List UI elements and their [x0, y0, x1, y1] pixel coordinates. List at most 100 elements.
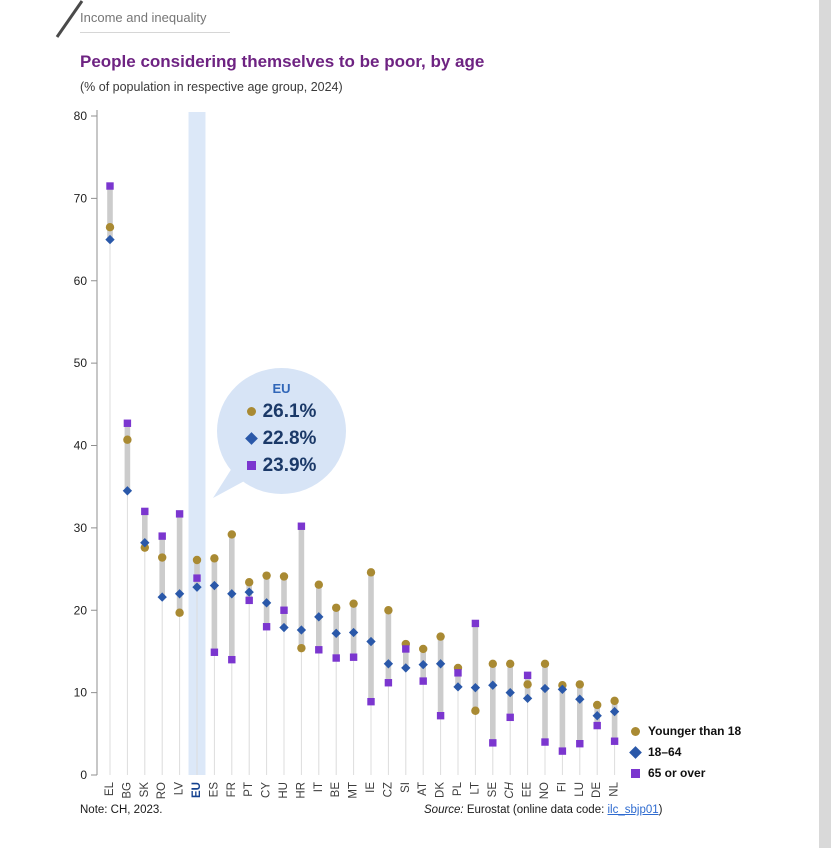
marker-18–64-AT[interactable] [418, 659, 428, 670]
marker-younger-than-18-EE[interactable] [523, 680, 532, 689]
x-tick-label-EU: EU [191, 782, 203, 798]
marker-18–64-IT[interactable] [314, 612, 324, 622]
x-tick-label-IT: IT [313, 782, 325, 792]
marker-65-or-over-MT[interactable] [349, 653, 358, 661]
marker-18–64-HR[interactable] [296, 625, 307, 635]
marker-younger-than-18-DE[interactable] [593, 700, 602, 710]
marker-65-or-over-NO[interactable] [541, 738, 549, 746]
blue-diamond-icon [244, 432, 258, 445]
marker-18–64-LV[interactable] [174, 589, 185, 599]
marker-younger-than-18-FR[interactable] [227, 530, 236, 539]
marker-65-or-over-EE[interactable] [523, 671, 532, 680]
marker-65-or-over-PL[interactable] [454, 669, 462, 677]
y-tick-label: 0 [80, 768, 87, 782]
marker-18–64-NO[interactable] [540, 683, 550, 694]
marker-65-or-over-PT[interactable] [245, 596, 253, 605]
marker-65-or-over-CZ[interactable] [384, 679, 393, 687]
marker-younger-than-18-MT[interactable] [349, 599, 358, 608]
marker-65-or-over-SI[interactable] [402, 645, 410, 653]
marker-younger-than-18-BE[interactable] [332, 603, 341, 612]
x-tick-label-LV: LV [174, 782, 186, 796]
marker-18–64-CZ[interactable] [383, 659, 394, 669]
marker-younger-than-18-SE[interactable] [488, 659, 497, 668]
marker-65-or-over-LT[interactable] [471, 619, 480, 628]
marker-younger-than-18-CH[interactable] [506, 659, 515, 668]
marker-65-or-over-LU[interactable] [576, 739, 584, 748]
marker-65-or-over-IT[interactable] [315, 646, 323, 654]
marker-younger-than-18-EL[interactable] [105, 223, 115, 232]
marker-younger-than-18-ES[interactable] [210, 554, 219, 563]
marker-18–64-EE[interactable] [522, 693, 533, 704]
source-link[interactable]: ilc_sbjp01 [607, 804, 659, 816]
marker-65-or-over-FR[interactable] [228, 655, 236, 664]
marker-younger-than-18-LU[interactable] [575, 680, 584, 689]
y-tick-label: 20 [74, 603, 88, 617]
marker-younger-than-18-IT[interactable] [314, 580, 323, 589]
marker-65-or-over-LV[interactable] [175, 510, 184, 518]
marker-18–64-CH[interactable] [505, 687, 515, 698]
marker-18–64-SI[interactable] [401, 663, 411, 673]
marker-18–64-IE[interactable] [366, 636, 376, 647]
marker-younger-than-18-CZ[interactable] [384, 606, 393, 615]
marker-younger-than-18-LV[interactable] [175, 608, 184, 617]
marker-18–64-LU[interactable] [575, 694, 585, 704]
breadcrumb-label: Income and inequality [80, 10, 207, 25]
marker-18–64-PT[interactable] [244, 587, 254, 597]
marker-younger-than-18-BG[interactable] [123, 435, 132, 444]
range-bar [194, 556, 200, 591]
marker-18–64-EL[interactable] [105, 234, 115, 245]
marker-18–64-SK[interactable] [140, 538, 150, 548]
marker-65-or-over-DK[interactable] [436, 711, 445, 720]
marker-18–64-BG[interactable] [122, 486, 133, 496]
marker-65-or-over-DE[interactable] [593, 721, 601, 730]
marker-65-or-over-CH[interactable] [506, 713, 514, 722]
marker-younger-than-18-CY[interactable] [262, 571, 271, 580]
marker-18–64-NL[interactable] [609, 706, 620, 717]
marker-65-or-over-CY[interactable] [262, 623, 271, 631]
marker-18–64-LT[interactable] [470, 683, 481, 693]
marker-18–64-FR[interactable] [227, 589, 237, 599]
marker-18–64-EU[interactable] [192, 582, 202, 592]
x-tick-label-HU: HU [278, 782, 290, 799]
marker-65-or-over-FI[interactable] [558, 747, 567, 755]
marker-65-or-over-HR[interactable] [297, 522, 306, 530]
x-tick-label-BE: BE [330, 782, 342, 798]
marker-younger-than-18-IE[interactable] [366, 568, 376, 577]
marker-65-or-over-BE[interactable] [332, 654, 340, 662]
marker-18–64-CY[interactable] [261, 598, 272, 608]
marker-65-or-over-ES[interactable] [210, 648, 219, 656]
marker-18–64-DE[interactable] [592, 711, 602, 721]
marker-18–64-MT[interactable] [348, 627, 359, 638]
range-bar [124, 420, 131, 495]
marker-younger-than-18-HU[interactable] [279, 572, 289, 581]
marker-65-or-over-IE[interactable] [367, 697, 375, 706]
marker-65-or-over-HU[interactable] [280, 606, 288, 614]
marker-younger-than-18-EU[interactable] [192, 555, 202, 565]
marker-65-or-over-SE[interactable] [489, 739, 497, 747]
marker-younger-than-18-HR[interactable] [297, 643, 306, 653]
marker-18–64-ES[interactable] [209, 580, 220, 591]
marker-65-or-over-BG[interactable] [123, 419, 132, 427]
marker-18–64-PL[interactable] [453, 682, 463, 692]
marker-65-or-over-NL[interactable] [610, 737, 619, 745]
marker-18–64-SE[interactable] [488, 680, 498, 690]
marker-younger-than-18-SK[interactable] [140, 543, 149, 552]
marker-18–64-DK[interactable] [435, 659, 446, 669]
marker-65-or-over-SK[interactable] [141, 507, 149, 516]
marker-younger-than-18-DK[interactable] [436, 632, 445, 641]
marker-18–64-HU[interactable] [279, 622, 289, 633]
marker-younger-than-18-AT[interactable] [419, 644, 428, 654]
marker-younger-than-18-NL[interactable] [610, 696, 619, 706]
x-tick-label-CH: CH [504, 781, 516, 798]
marker-65-or-over-AT[interactable] [419, 677, 427, 685]
marker-younger-than-18-PT[interactable] [245, 578, 254, 587]
marker-65-or-over-RO[interactable] [158, 532, 166, 540]
marker-younger-than-18-LT[interactable] [471, 706, 480, 715]
marker-18–64-BE[interactable] [331, 628, 341, 638]
marker-65-or-over-EU[interactable] [193, 574, 201, 582]
marker-younger-than-18-NO[interactable] [540, 659, 550, 668]
marker-younger-than-18-RO[interactable] [158, 553, 167, 562]
marker-65-or-over-EL[interactable] [106, 182, 114, 190]
marker-18–64-RO[interactable] [157, 592, 167, 602]
